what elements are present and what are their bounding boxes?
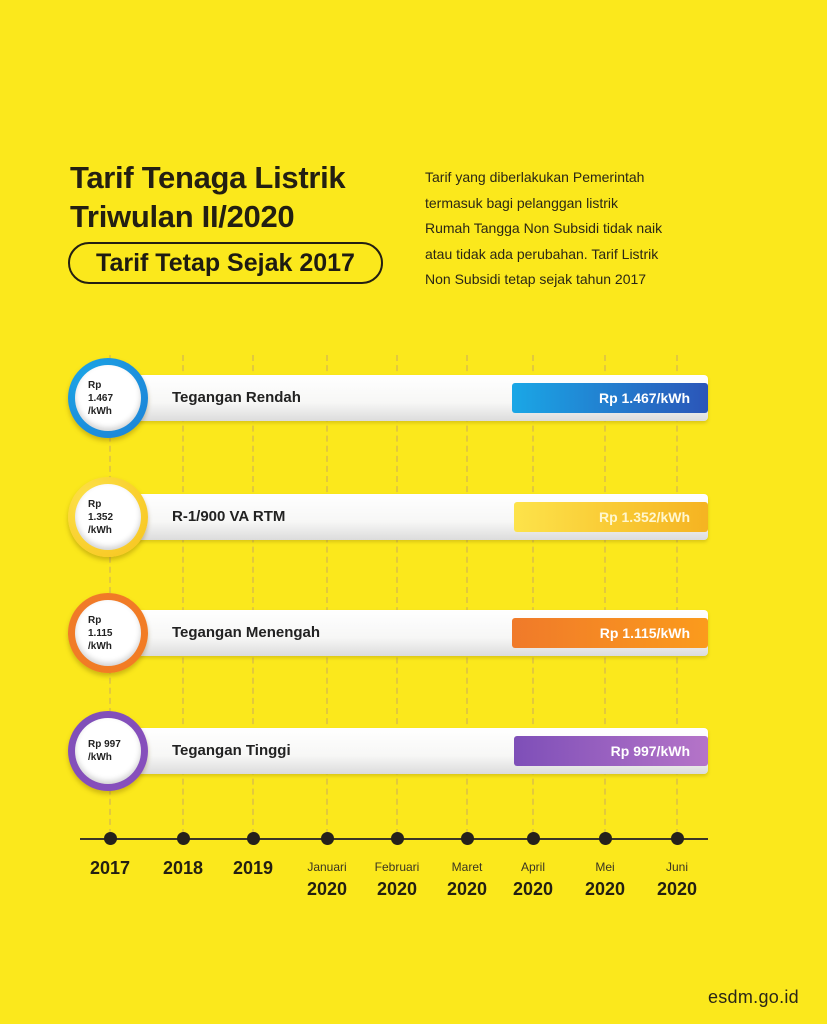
x-tick-year: 2020 [512, 879, 554, 899]
x-tick: 2018 [143, 858, 223, 879]
timeline-dot [460, 832, 474, 845]
tariff-bar: R-1/900 VA RTM Rp 1.352/kWh [108, 494, 708, 540]
x-tick-year: 2020 [446, 879, 488, 899]
tariff-circle-value: Rp 1.467 [88, 379, 114, 404]
x-tick: 2017 [70, 858, 150, 879]
timeline-dot [320, 832, 334, 845]
tariff-circle-badge: Rp 1.115/kWh [68, 593, 148, 673]
x-tick: April 2020 [493, 860, 573, 899]
title-line-2: Triwulan II/2020 [70, 199, 295, 234]
x-tick: Januari 2020 [287, 860, 367, 899]
gridline [532, 355, 534, 835]
tariff-circle-value: Rp 1.115 [88, 614, 113, 639]
tariff-circle-inner: Rp 1.352/kWh [75, 484, 141, 550]
timeline-dot [670, 832, 684, 845]
title-line-1: Tarif Tenaga Listrik [70, 160, 346, 195]
x-tick-year: 2020 [656, 879, 698, 899]
timeline-dot [246, 832, 260, 845]
x-tick: 2019 [213, 858, 293, 879]
gridline [466, 355, 468, 835]
tariff-bar-label: Tegangan Tinggi [172, 742, 291, 759]
description-line: Tarif yang diberlakukan Pemerintah [425, 169, 645, 185]
tariff-circle-badge: Rp 997/kWh [68, 711, 148, 791]
tariff-circle-unit: /kWh [88, 524, 112, 536]
timeline-dot [103, 832, 117, 845]
tariff-bar: Tegangan Menengah Rp 1.115/kWh [108, 610, 708, 656]
x-tick: Juni 2020 [637, 860, 717, 899]
x-tick-year: 2019 [232, 858, 274, 878]
description-line: atau tidak ada perubahan. Tarif Listrik [425, 245, 659, 262]
x-tick-month: Februari [374, 860, 420, 874]
timeline-dot [526, 832, 540, 845]
fixed-since-badge: Tarif Tetap Sejak 2017 [68, 242, 383, 284]
tariff-circle-value: Rp 997 [88, 739, 121, 750]
x-tick-month: Mei [595, 860, 615, 874]
gridline [604, 355, 606, 835]
gridline [676, 355, 678, 835]
x-tick-month: Maret [451, 860, 483, 874]
x-tick: Maret 2020 [427, 860, 507, 899]
tariff-bar-label: Tegangan Rendah [172, 389, 301, 406]
tariff-value-box: Rp 1.115/kWh [512, 618, 708, 648]
tariff-circle-unit: /kWh [88, 752, 112, 763]
tariff-value-box: Rp 1.467/kWh [512, 383, 708, 413]
x-tick-year: 2020 [376, 879, 418, 899]
tariff-value-box: Rp 997/kWh [514, 736, 708, 766]
x-tick-month: Januari [307, 860, 347, 874]
gridline [252, 355, 254, 835]
tariff-circle-inner: Rp 1.115/kWh [75, 600, 141, 666]
tariff-bar-label: R-1/900 VA RTM [172, 508, 286, 525]
tariff-bar-label: Tegangan Menengah [172, 624, 321, 641]
x-tick-month: Juni [665, 860, 688, 874]
gridline [396, 355, 398, 835]
x-tick-year: 2017 [89, 858, 131, 878]
tariff-circle-badge: Rp 1.467/kWh [68, 358, 148, 438]
description-line: Non Subsidi tetap sejak tahun 2017 [425, 271, 647, 287]
tariff-circle-value: Rp 1.352 [88, 498, 114, 523]
x-tick-month: April [520, 860, 545, 874]
tariff-circle-inner: Rp 997/kWh [75, 718, 141, 784]
description: Tarif yang diberlakukan Pemerintah terma… [425, 165, 715, 293]
gridline [326, 355, 328, 835]
tariff-value-box: Rp 1.352/kWh [514, 502, 708, 532]
description-line: termasuk bagi pelanggan listrik [425, 194, 618, 211]
footer-url: esdm.go.id [707, 987, 799, 1007]
x-tick-year: 2020 [306, 879, 348, 899]
x-tick: Februari 2020 [357, 860, 437, 899]
x-tick-year: 2020 [584, 879, 626, 899]
x-tick: Mei 2020 [565, 860, 645, 899]
tariff-circle-badge: Rp 1.352/kWh [68, 477, 148, 557]
x-tick-year: 2018 [162, 858, 204, 878]
gridline [182, 355, 184, 835]
description-line: Rumah Tangga Non Subsidi tidak naik [425, 220, 663, 236]
tariff-bar: Tegangan Rendah Rp 1.467/kWh [108, 375, 708, 421]
timeline-dot [598, 832, 612, 845]
tariff-bar: Tegangan Tinggi Rp 997/kWh [108, 728, 708, 774]
tariff-circle-inner: Rp 1.467/kWh [75, 365, 141, 431]
timeline-dot [176, 832, 190, 845]
timeline-dot [390, 832, 404, 845]
tariff-circle-unit: /kWh [88, 405, 112, 417]
tariff-circle-unit: /kWh [88, 640, 112, 652]
